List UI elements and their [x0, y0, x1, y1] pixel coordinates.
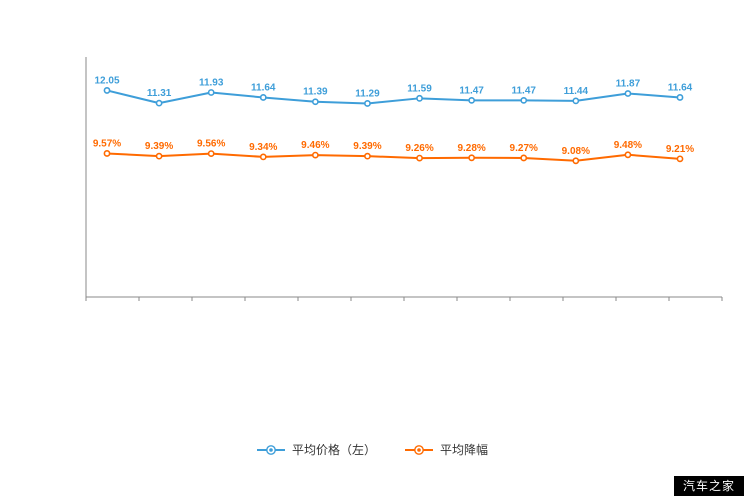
watermark-autohome: 汽车之家 — [673, 476, 744, 496]
data-label: 9.21% — [666, 144, 694, 155]
data-label: 11.93 — [199, 77, 224, 88]
data-label: 11.59 — [407, 83, 432, 94]
line-dot-marker-icon — [256, 445, 285, 455]
data-point[interactable] — [468, 96, 476, 104]
data-label: 9.27% — [510, 143, 538, 154]
data-point[interactable] — [676, 94, 684, 101]
data-label: 9.56% — [197, 139, 225, 150]
data-label: 11.44 — [564, 86, 589, 97]
line-dot-marker-icon — [405, 445, 433, 455]
data-point[interactable] — [572, 157, 580, 165]
data-point[interactable] — [624, 90, 632, 97]
data-label: 11.47 — [511, 85, 536, 96]
data-label: 9.48% — [614, 140, 642, 151]
data-point[interactable] — [572, 97, 580, 105]
data-label: 9.34% — [249, 142, 277, 153]
data-label: 11.47 — [459, 85, 484, 96]
legend-label-average-price: 平均价格（左） — [291, 443, 376, 457]
data-label: 9.39% — [353, 141, 381, 152]
data-label: 9.57% — [93, 138, 121, 149]
data-point[interactable] — [259, 94, 267, 101]
legend-label-average-discount: 平均降幅 — [440, 443, 489, 457]
data-point[interactable] — [155, 152, 163, 160]
data-point[interactable] — [155, 99, 163, 107]
data-point[interactable] — [311, 151, 319, 159]
chart-legend: 平均价格（左） 平均降幅 — [0, 443, 744, 457]
data-label: 9.28% — [457, 143, 485, 154]
data-label: 11.87 — [616, 79, 641, 90]
data-point[interactable] — [103, 87, 111, 94]
data-label: 11.64 — [251, 82, 276, 93]
data-label: 9.46% — [301, 140, 329, 151]
data-point[interactable] — [520, 154, 528, 162]
data-point[interactable] — [676, 155, 684, 163]
data-point[interactable] — [520, 96, 528, 104]
data-label: 11.39 — [303, 87, 328, 98]
data-point[interactable] — [468, 154, 476, 162]
series-line-1 — [106, 89, 681, 105]
data-point[interactable] — [416, 94, 423, 102]
data-label: 12.05 — [94, 75, 119, 86]
data-label: 11.64 — [668, 82, 693, 93]
data-point[interactable] — [207, 150, 215, 157]
data-point[interactable] — [364, 152, 371, 160]
data-label: 9.26% — [405, 143, 433, 154]
data-point[interactable] — [207, 89, 215, 96]
data-point[interactable] — [311, 98, 319, 106]
data-label: 9.39% — [145, 141, 173, 152]
data-point[interactable] — [416, 154, 423, 162]
legend-item-average-discount[interactable]: 平均降幅 — [404, 443, 488, 457]
data-point[interactable] — [103, 150, 111, 157]
data-point[interactable] — [624, 151, 632, 159]
data-point[interactable] — [364, 100, 371, 107]
legend-item-average-price[interactable]: 平均价格（左） — [256, 443, 376, 457]
data-label: 11.31 — [147, 88, 172, 99]
data-label: 11.29 — [355, 88, 380, 99]
data-label: 9.08% — [562, 146, 590, 157]
series-line-2 — [106, 152, 681, 162]
data-point[interactable] — [259, 153, 267, 161]
